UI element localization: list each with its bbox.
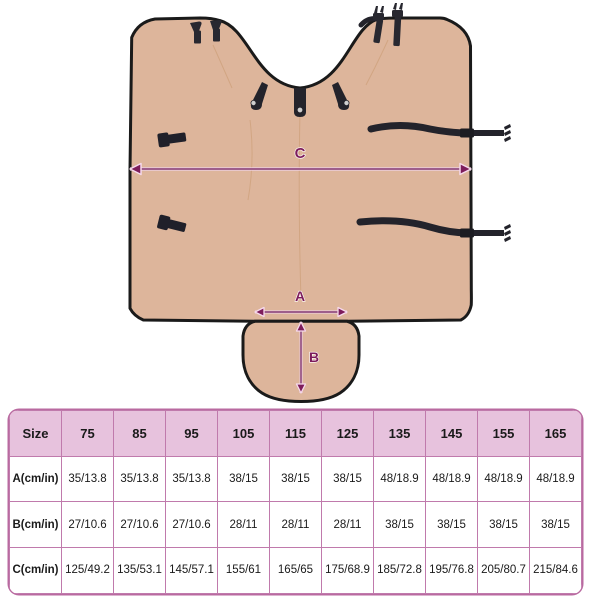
svg-text:A: A [295, 288, 305, 304]
svg-text:B: B [309, 349, 319, 365]
svg-text:C: C [295, 145, 306, 162]
